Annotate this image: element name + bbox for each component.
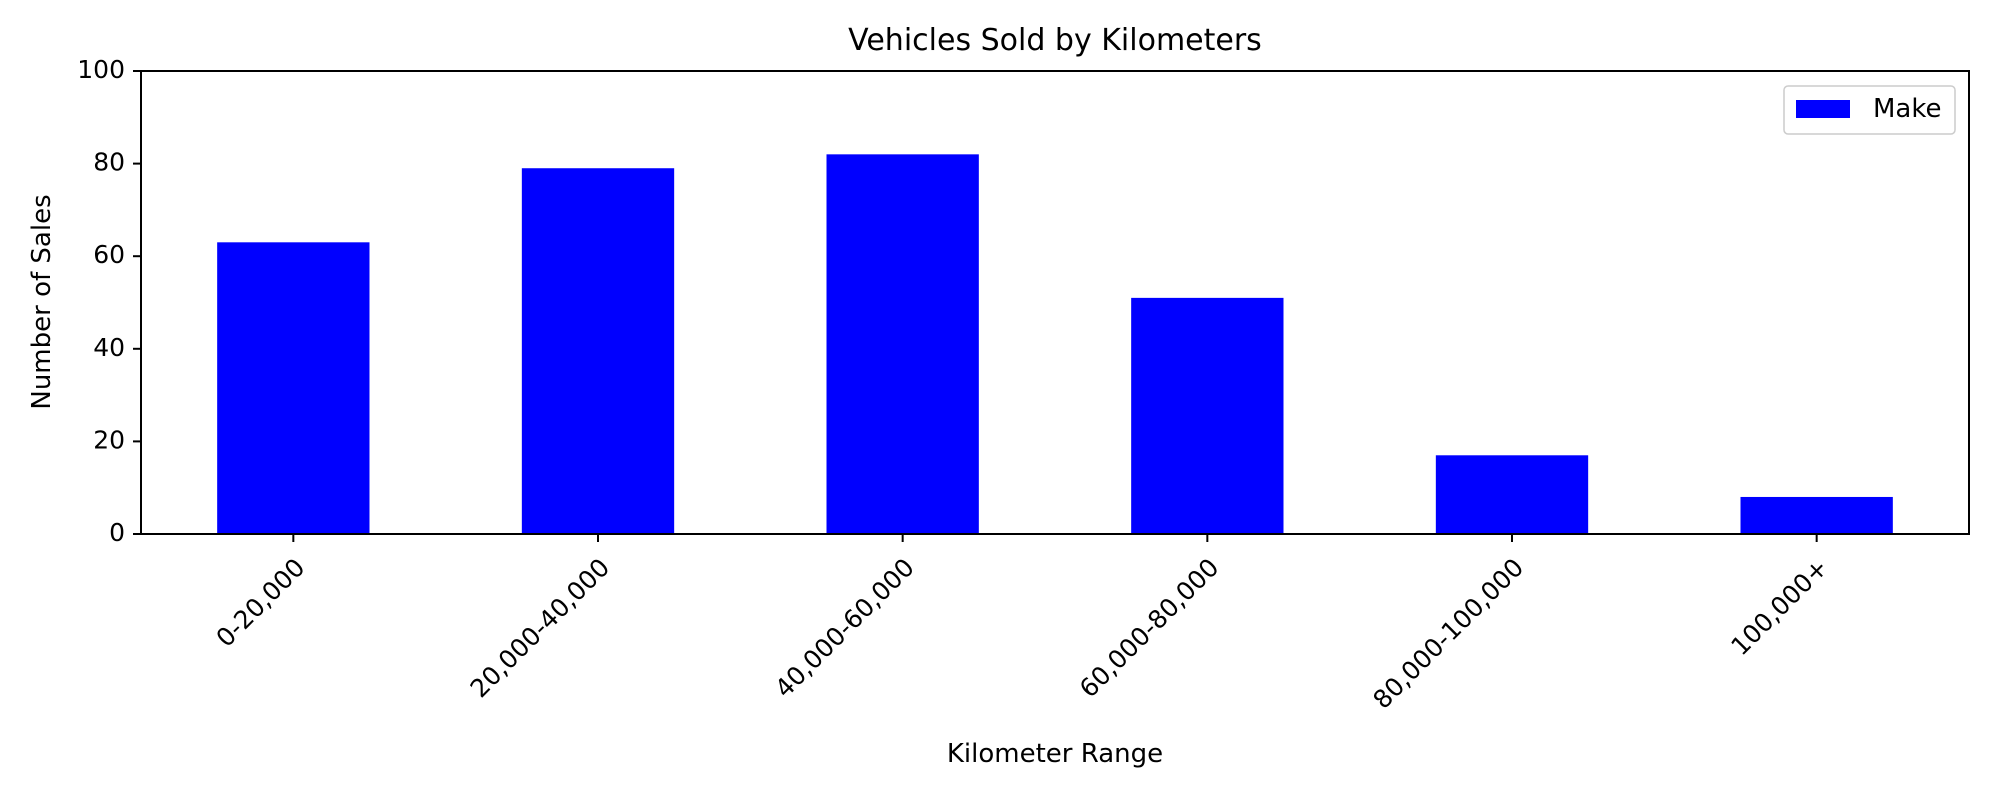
plot-frame [140, 70, 1970, 535]
legend-swatch [1796, 100, 1850, 118]
x-tick-label: 60,000-80,000 [1074, 553, 1225, 704]
x-tick-label: 0-20,000 [211, 553, 311, 653]
y-tick-label: 100 [77, 55, 125, 84]
y-tick-label: 60 [93, 240, 125, 269]
bar-2 [826, 154, 979, 534]
legend-label: Make [1873, 94, 1942, 124]
x-axis-ticks: 0-20,000 20,000-40,000 40,000-60,000 60,000… [211, 534, 1834, 715]
bar-3 [1131, 297, 1284, 534]
bar-0 [217, 242, 370, 534]
x-tick-label: 40,000-60,000 [769, 553, 920, 704]
bar-5 [1740, 496, 1893, 534]
y-tick-label: 80 [93, 148, 125, 177]
bar-4 [1435, 455, 1589, 534]
legend: Make [1783, 85, 1956, 135]
chart-title: Vehicles Sold by Kilometers [848, 23, 1262, 58]
y-tick-label: 20 [93, 425, 125, 454]
bar-1 [521, 168, 675, 535]
x-tick-label: 20,000-40,000 [465, 553, 616, 704]
x-tick-label: 100,000+ [1725, 553, 1833, 661]
y-axis-ticks: 0 20 40 60 80 100 [77, 55, 141, 547]
y-tick-label: 40 [93, 333, 125, 362]
bars-group [217, 154, 1893, 535]
y-tick-label: 0 [109, 518, 125, 547]
x-axis-label: Kilometer Range [947, 739, 1163, 769]
y-axis-label: Number of Sales [27, 194, 57, 409]
x-tick-label: 80,000-100,000 [1367, 553, 1529, 715]
legend-box [1783, 85, 1956, 135]
